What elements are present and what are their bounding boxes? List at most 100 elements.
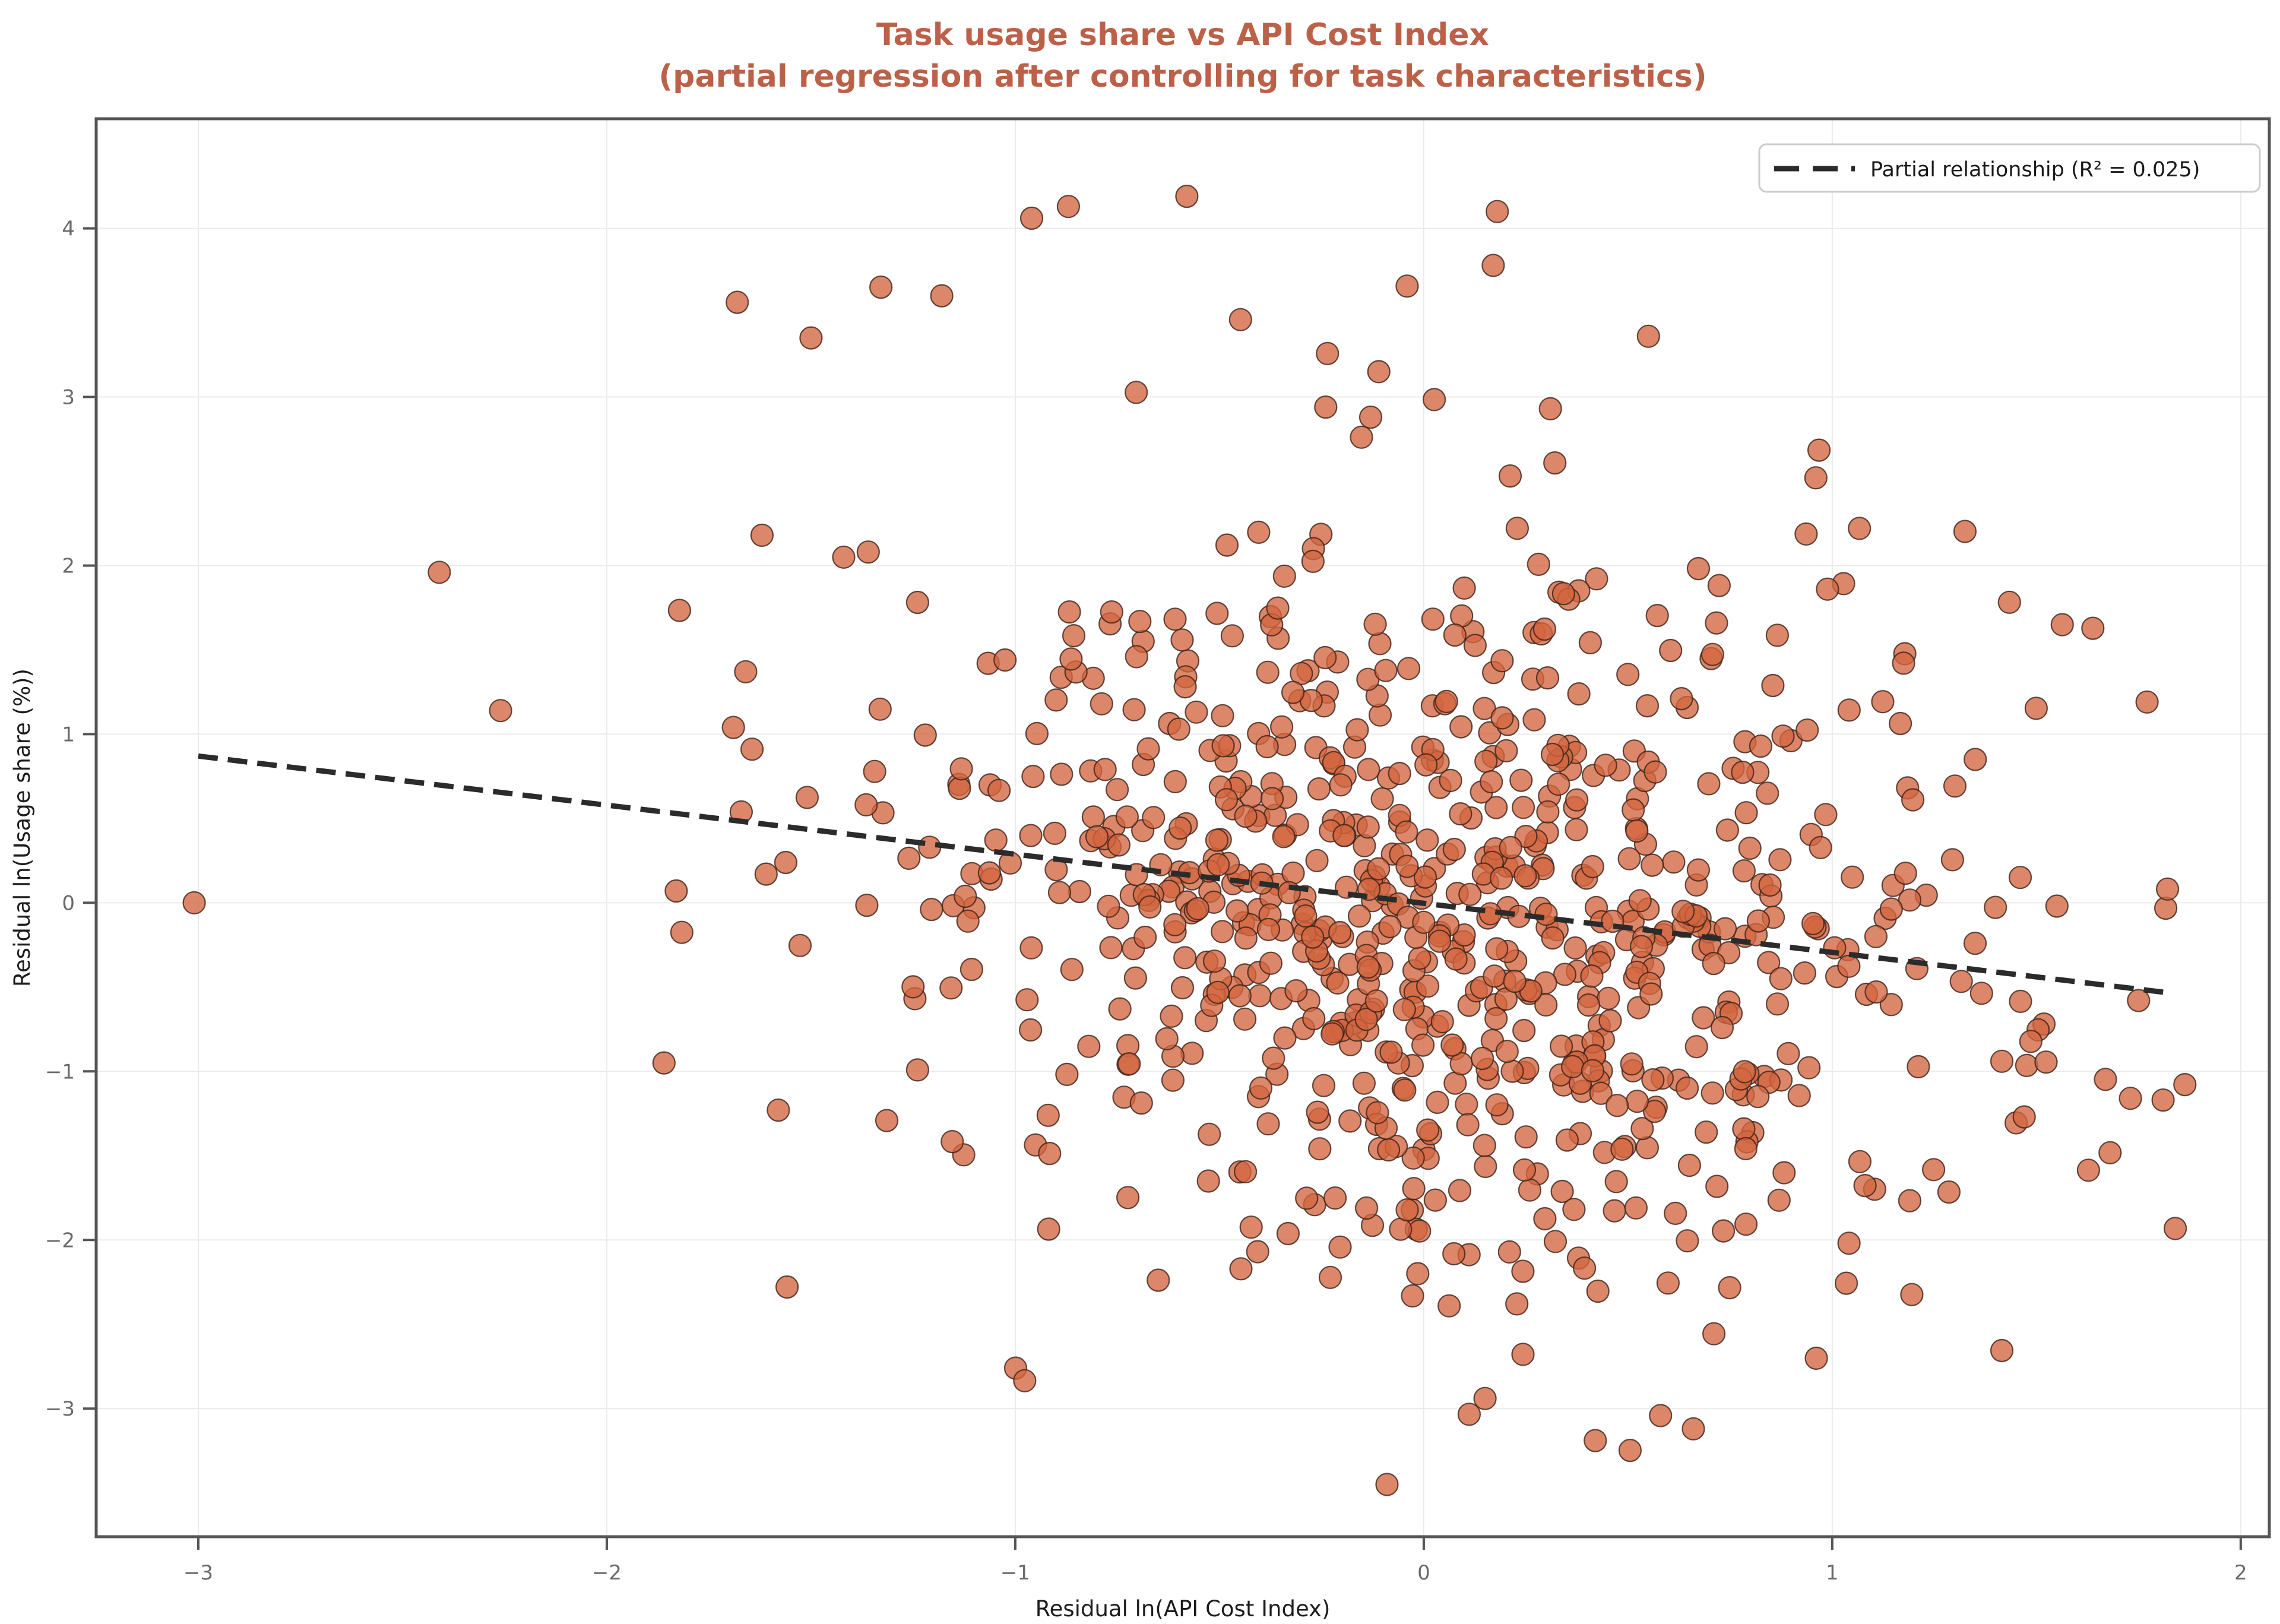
data-point <box>1412 910 1436 934</box>
data-point <box>1889 711 1912 736</box>
data-point <box>1457 1403 1481 1426</box>
data-point <box>1370 787 1394 811</box>
data-point <box>1117 1052 1141 1076</box>
data-point <box>1801 911 1825 936</box>
data-point <box>1494 739 1518 763</box>
data-point <box>2156 877 2180 901</box>
data-point <box>1228 308 1252 331</box>
data-point <box>1068 879 1091 904</box>
data-point <box>1266 596 1290 620</box>
data-point <box>1617 847 1641 870</box>
data-point <box>1700 642 1724 666</box>
data-point <box>1662 850 1686 874</box>
data-point <box>1702 951 1725 976</box>
data-point <box>1270 715 1294 739</box>
data-point <box>1175 185 1199 208</box>
data-point <box>1256 917 1280 942</box>
data-point <box>1099 936 1123 960</box>
data-point <box>1697 772 1721 796</box>
chart-title-line2: (partial regression after controlling fo… <box>658 59 1706 94</box>
data-point <box>1350 425 1373 449</box>
data-point <box>1038 1141 1062 1166</box>
data-point <box>1512 1018 1536 1043</box>
data-point <box>1125 381 1148 404</box>
data-point <box>939 976 963 1000</box>
data-point <box>1635 694 1660 718</box>
data-point <box>428 561 451 584</box>
data-point <box>1401 1146 1425 1170</box>
data-point <box>1276 1221 1300 1246</box>
regression-line <box>198 753 2164 995</box>
data-point <box>1990 1338 2014 1363</box>
data-point <box>905 1058 930 1082</box>
data-point <box>799 326 823 350</box>
data-point <box>1705 1175 1729 1198</box>
data-point <box>1100 600 1123 624</box>
data-point <box>1796 718 1819 742</box>
data-point <box>1122 698 1146 721</box>
data-point <box>2012 1105 2036 1129</box>
data-point <box>1606 1094 1629 1118</box>
data-point <box>1953 520 1977 543</box>
data-point <box>1273 1026 1297 1050</box>
data-point <box>869 276 893 299</box>
data-point <box>832 545 856 569</box>
data-point <box>1170 628 1194 652</box>
data-point <box>1368 632 1392 656</box>
data-point <box>1768 848 1792 872</box>
data-point <box>182 891 206 915</box>
data-point <box>1313 645 1337 670</box>
data-point <box>1414 753 1438 777</box>
data-point <box>1043 821 1067 846</box>
data-point <box>1498 464 1522 488</box>
data-point <box>1328 920 1352 945</box>
data-point <box>667 599 692 622</box>
y-tick-label: 3 <box>62 386 75 410</box>
data-point <box>1686 858 1710 882</box>
data-point <box>1389 1217 1413 1241</box>
data-point <box>1702 1322 1726 1346</box>
data-point <box>1249 1076 1273 1100</box>
axis-tick-marks <box>83 227 2242 1550</box>
data-point <box>734 660 758 683</box>
data-point <box>1664 1201 1687 1226</box>
data-point <box>1512 796 1535 819</box>
data-point <box>1581 854 1604 879</box>
data-point <box>1598 1009 1622 1033</box>
data-point <box>1841 865 1864 889</box>
data-point <box>1471 1046 1494 1071</box>
data-point <box>1499 835 1522 860</box>
data-point <box>1411 1033 1435 1057</box>
data-point <box>1853 1173 1877 1198</box>
data-point <box>1388 761 1411 786</box>
data-point <box>2015 1053 2038 1078</box>
data-point <box>1949 970 1973 993</box>
data-point <box>1105 778 1129 802</box>
data-point <box>1776 1041 1800 1066</box>
data-point <box>1428 929 1452 953</box>
data-point <box>1090 692 1113 716</box>
data-point <box>1458 882 1482 906</box>
data-point <box>1259 951 1282 975</box>
data-point <box>1294 904 1318 928</box>
data-point <box>1964 748 1987 771</box>
data-point <box>1133 925 1157 949</box>
data-point <box>1797 1056 1821 1079</box>
data-point <box>2173 1072 2197 1097</box>
data-point <box>1443 623 1467 647</box>
data-point <box>1413 865 1437 889</box>
data-point <box>1395 274 1419 298</box>
data-point <box>1604 1170 1628 1194</box>
data-point <box>1787 1084 1811 1107</box>
data-point <box>1732 1117 1756 1141</box>
data-point <box>1635 1136 1659 1160</box>
data-point <box>1940 848 1964 872</box>
data-point <box>1019 936 1043 960</box>
data-point <box>1374 659 1398 682</box>
data-point <box>1233 1007 1257 1031</box>
data-point <box>1656 1271 1680 1295</box>
data-point <box>1163 770 1187 794</box>
data-point <box>1580 964 1604 988</box>
data-point <box>1434 689 1458 714</box>
